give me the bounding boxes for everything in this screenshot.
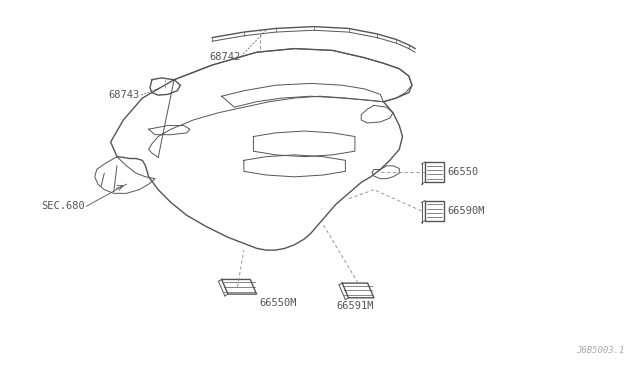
Text: 68743: 68743	[108, 90, 139, 100]
Text: 66590M: 66590M	[447, 206, 484, 216]
Text: SEC.680: SEC.680	[42, 201, 85, 211]
Text: J6B5003.1: J6B5003.1	[576, 346, 625, 355]
Text: 66550M: 66550M	[260, 298, 297, 308]
Text: 68742: 68742	[209, 52, 241, 62]
Text: 66591M: 66591M	[336, 301, 374, 311]
Text: 66550: 66550	[447, 167, 478, 177]
